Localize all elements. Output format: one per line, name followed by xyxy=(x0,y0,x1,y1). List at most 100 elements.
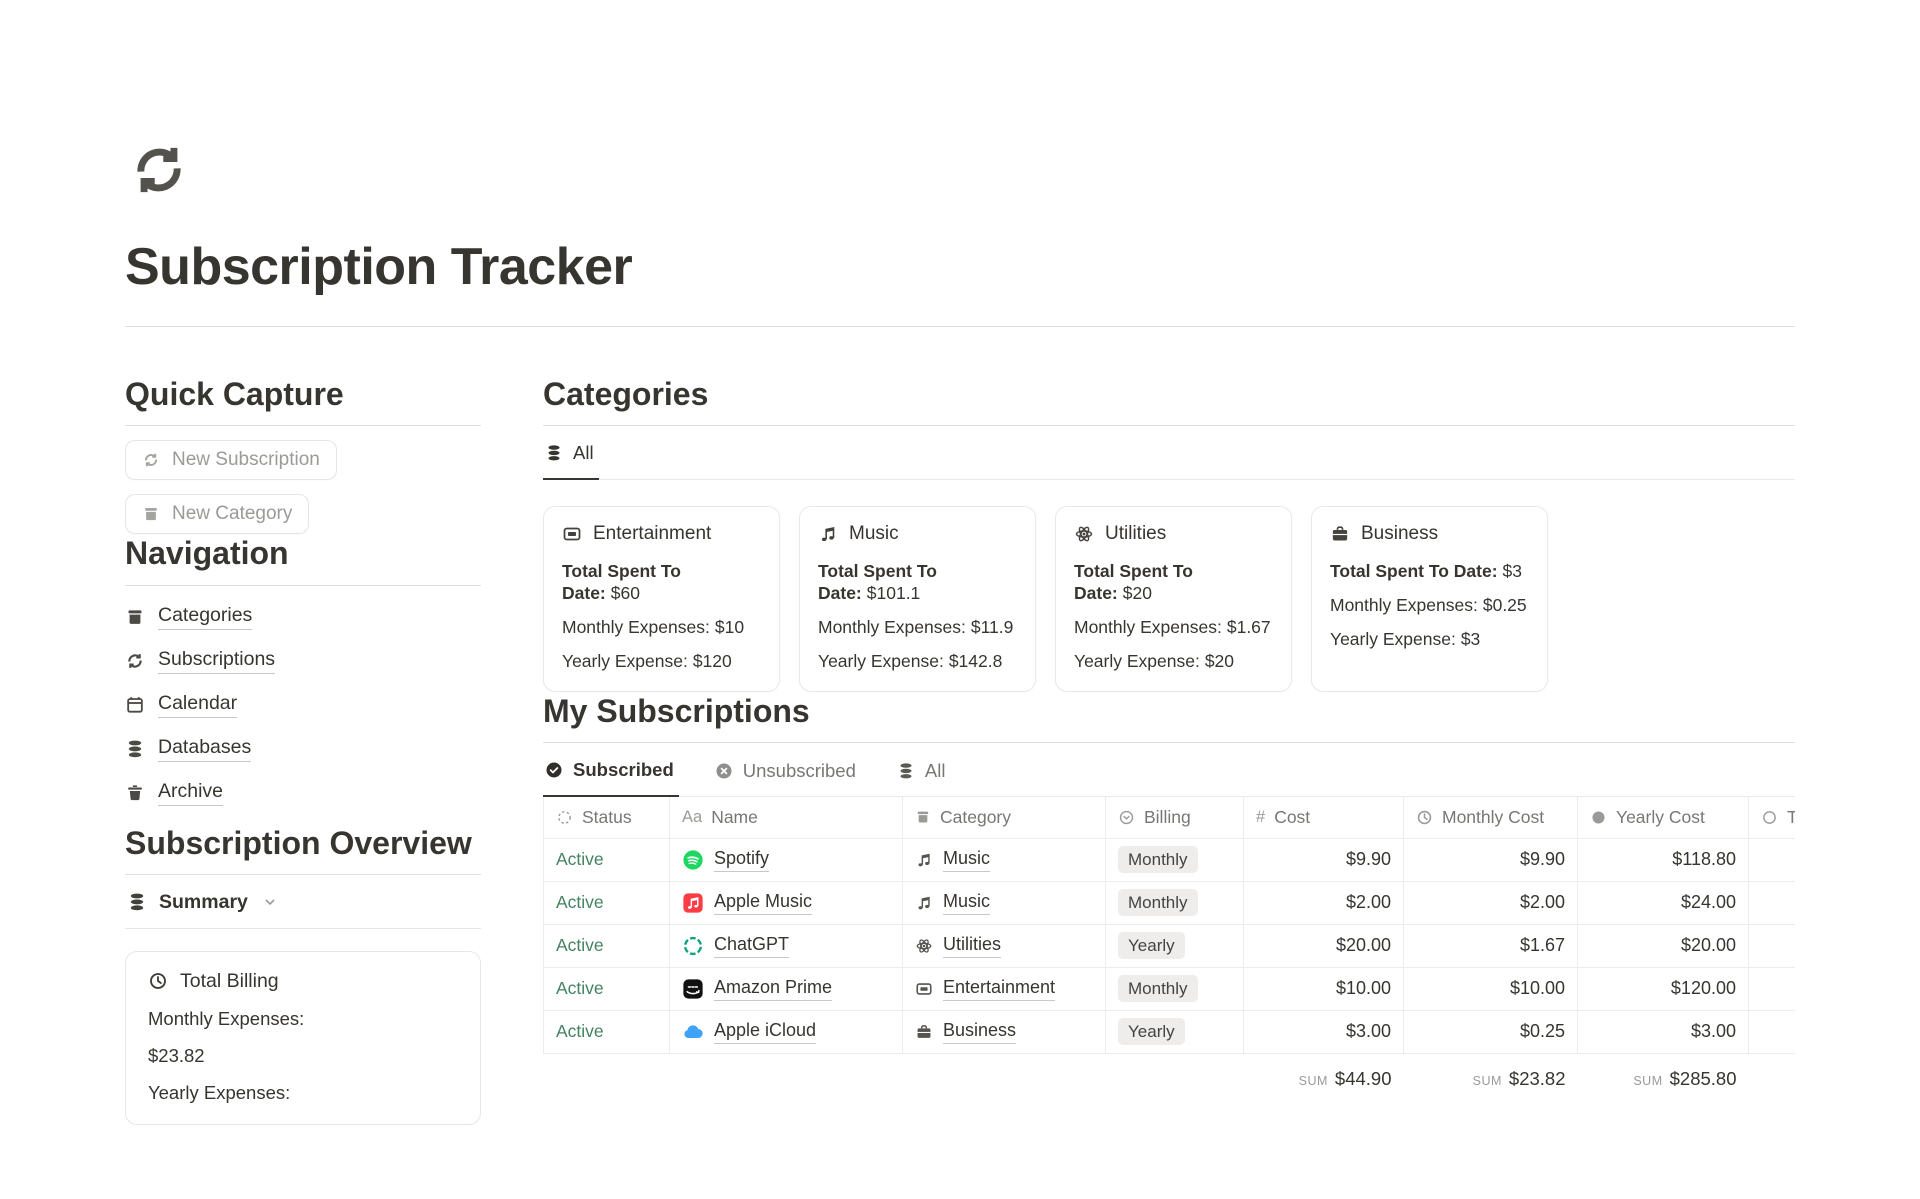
category-link[interactable]: Music xyxy=(943,891,991,915)
category-link[interactable]: Business xyxy=(943,1020,1017,1044)
column-header-monthly-cost[interactable]: Monthly Cost xyxy=(1403,797,1578,839)
yearly-cost-cell[interactable]: $118.80 xyxy=(1577,837,1749,882)
subscription-link[interactable]: ChatGPT xyxy=(714,934,790,958)
yearly-cost-sum[interactable]: SUM $285.80 xyxy=(1633,1067,1737,1089)
extra-cell[interactable] xyxy=(1748,923,1795,968)
total-billing-card[interactable]: Total Billing Monthly Expenses: $23.82 Y… xyxy=(125,950,481,1125)
yearly-cost-cell[interactable]: $3.00 xyxy=(1577,1009,1749,1054)
column-header-name[interactable]: Aa Name xyxy=(669,797,903,839)
billing-cell[interactable]: Monthly xyxy=(1105,880,1244,925)
my-subscriptions-heading: My Subscriptions xyxy=(543,692,1795,744)
subscription-link[interactable]: Apple iCloud xyxy=(714,1020,817,1044)
category-cell[interactable]: Utilities xyxy=(902,923,1106,968)
column-header-truncated[interactable]: T xyxy=(1748,797,1795,839)
category-cell[interactable]: Music xyxy=(902,837,1106,882)
monthly-cost-cell[interactable]: $1.67 xyxy=(1403,923,1578,968)
category-cell[interactable]: Music xyxy=(902,880,1106,925)
nav-item-databases[interactable]: Databases xyxy=(125,736,481,762)
cost-cell[interactable]: $20.00 xyxy=(1243,923,1404,968)
extra-cell[interactable] xyxy=(1748,837,1795,882)
tab-label: All xyxy=(573,442,594,464)
category-cell[interactable]: Business xyxy=(902,1009,1106,1054)
cost-sum[interactable]: SUM $44.90 xyxy=(1298,1067,1392,1089)
category-link[interactable]: Music xyxy=(943,848,991,872)
column-header-yearly-cost[interactable]: Yearly Cost xyxy=(1577,797,1749,839)
tab-unsubscribed[interactable]: Unsubscribed xyxy=(713,759,861,797)
category-card-business[interactable]: Business Total Spent To Date: $3 Monthly … xyxy=(1311,506,1548,692)
category-card-entertainment[interactable]: Entertainment Total Spent To Date: $60 Mo… xyxy=(543,506,780,692)
total-spent-line: Total Spent To Date: $20 xyxy=(1074,561,1193,604)
yearly-cost-cell[interactable]: $120.00 xyxy=(1577,966,1749,1011)
billing-cell[interactable]: Yearly xyxy=(1105,923,1244,968)
monthly-cost-cell[interactable]: $10.00 xyxy=(1403,966,1578,1011)
repeat-icon xyxy=(125,651,145,671)
tab-subscribed[interactable]: Subscribed xyxy=(543,759,679,798)
extra-cell[interactable] xyxy=(1748,966,1795,1011)
nav-item-subscriptions[interactable]: Subscriptions xyxy=(125,648,481,674)
subscription-link[interactable]: Apple Music xyxy=(714,891,813,915)
category-card-music[interactable]: Music Total Spent To Date: $101.1 Monthly… xyxy=(799,506,1036,692)
cost-cell[interactable]: $3.00 xyxy=(1243,1009,1404,1054)
yearly-expense-line: Yearly Expense: $20 xyxy=(1074,650,1235,671)
name-cell[interactable]: Spotify xyxy=(669,837,903,882)
subscription-link[interactable]: Spotify xyxy=(714,848,770,872)
billing-cell[interactable]: Yearly xyxy=(1105,1009,1244,1054)
subscription-overview-heading: Subscription Overview xyxy=(125,824,481,875)
table-row: Active Apple iCloud Business Yearly $3.0… xyxy=(543,1009,1795,1054)
tab-all-subscriptions[interactable]: All xyxy=(895,759,951,797)
column-header-billing[interactable]: Billing xyxy=(1105,797,1244,839)
category-link[interactable]: Entertainment xyxy=(943,977,1056,1001)
billing-cell[interactable]: Monthly xyxy=(1105,966,1244,1011)
category-card-utilities[interactable]: Utilities Total Spent To Date: $20 Monthl… xyxy=(1055,506,1292,692)
column-header-cost[interactable]: # Cost xyxy=(1243,797,1404,839)
yearly-cost-cell[interactable]: $24.00 xyxy=(1577,880,1749,925)
yearly-expense-line: Yearly Expense: $3 xyxy=(1330,628,1481,649)
navigation-list: Categories Subscriptions Calendar Databa… xyxy=(125,604,481,806)
name-cell[interactable]: Amazon Prime xyxy=(669,966,903,1011)
page-icon[interactable] xyxy=(127,138,1795,202)
column-header-status[interactable]: Status xyxy=(543,797,670,839)
tab-all-categories[interactable]: All xyxy=(543,442,599,481)
name-cell[interactable]: Apple iCloud xyxy=(669,1009,903,1054)
category-cell[interactable]: Entertainment xyxy=(902,966,1106,1011)
billing-cell[interactable]: Monthly xyxy=(1105,837,1244,882)
monthly-cost-cell[interactable]: $2.00 xyxy=(1403,880,1578,925)
page-title: Subscription Tracker xyxy=(125,238,633,296)
status-ring-icon xyxy=(556,809,573,826)
divider xyxy=(125,325,1795,327)
nav-item-categories[interactable]: Categories xyxy=(125,604,481,630)
repeat-icon xyxy=(127,138,191,202)
name-cell[interactable]: ChatGPT xyxy=(669,923,903,968)
yearly-cost-cell[interactable]: $20.00 xyxy=(1577,923,1749,968)
apple-music-icon xyxy=(682,892,704,914)
status-cell[interactable]: Active xyxy=(543,837,670,882)
monthly-cost-sum[interactable]: SUM $23.82 xyxy=(1472,1067,1566,1089)
nav-item-calendar[interactable]: Calendar xyxy=(125,692,481,718)
new-category-button[interactable]: New Category xyxy=(125,494,310,535)
nav-item-archive[interactable]: Archive xyxy=(125,780,481,806)
atom-icon xyxy=(915,937,933,955)
monthly-expenses-line: Monthly Expenses: $10 xyxy=(562,616,745,637)
monthly-cost-cell[interactable]: $0.25 xyxy=(1403,1009,1578,1054)
summary-view-selector[interactable]: Summary xyxy=(125,875,481,929)
cost-cell[interactable]: $10.00 xyxy=(1243,966,1404,1011)
status-cell[interactable]: Active xyxy=(543,1009,670,1054)
status-cell[interactable]: Active xyxy=(543,923,670,968)
status-cell[interactable]: Active xyxy=(543,880,670,925)
cost-cell[interactable]: $2.00 xyxy=(1243,880,1404,925)
database-icon xyxy=(127,892,147,912)
cost-cell[interactable]: $9.90 xyxy=(1243,837,1404,882)
subscription-link[interactable]: Amazon Prime xyxy=(714,977,833,1001)
name-cell[interactable]: Apple Music xyxy=(669,880,903,925)
archive-box-icon xyxy=(915,809,931,825)
status-cell[interactable]: Active xyxy=(543,966,670,1011)
category-link[interactable]: Utilities xyxy=(943,934,1002,958)
extra-cell[interactable] xyxy=(1748,880,1795,925)
column-header-category[interactable]: Category xyxy=(902,797,1106,839)
total-spent-line: Total Spent To Date: $3 xyxy=(1330,561,1523,582)
table-row: Active Spotify Music Monthly $9.90 $9.90… xyxy=(543,837,1795,882)
category-name: Entertainment xyxy=(593,523,712,545)
new-subscription-button[interactable]: New Subscription xyxy=(125,440,337,481)
monthly-cost-cell[interactable]: $9.90 xyxy=(1403,837,1578,882)
extra-cell[interactable] xyxy=(1748,1009,1795,1054)
